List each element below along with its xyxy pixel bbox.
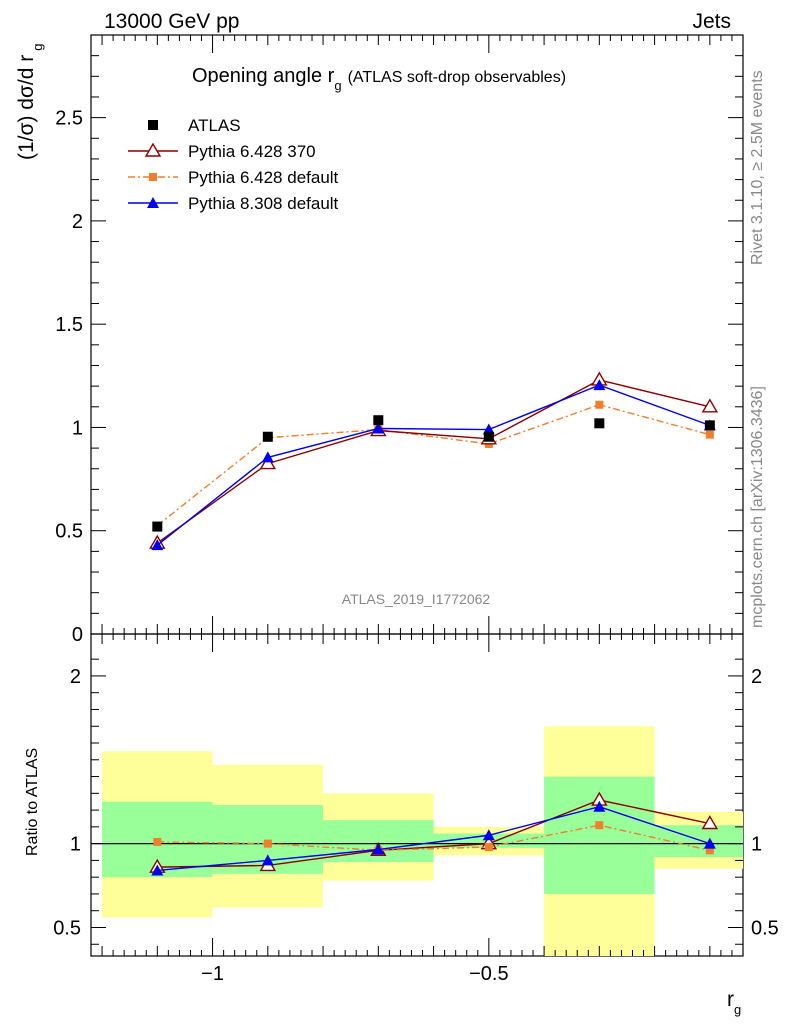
- ratio-series: [149, 791, 719, 876]
- data-point: [705, 430, 714, 439]
- legend-label: Pythia 6.428 default: [188, 168, 339, 187]
- data-point: [483, 431, 494, 442]
- data-point: [593, 379, 606, 391]
- ratio-line: [157, 824, 711, 852]
- chart-title-suffix: (ATLAS soft-drop observables): [348, 69, 566, 86]
- ratio-point: [263, 839, 272, 848]
- legend-marker: [144, 142, 162, 157]
- ratio-tick-label: 2: [70, 666, 81, 688]
- ratio-point: [595, 821, 604, 830]
- y-tick-label: 2: [72, 211, 83, 233]
- ratio-tick-label: 1: [70, 834, 81, 856]
- analysis-watermark: ATLAS_2019_I1772062: [342, 591, 491, 607]
- data-point: [594, 418, 605, 429]
- y-tick-label: 0.5: [55, 521, 83, 543]
- data-point: [704, 420, 715, 431]
- ratio-point: [593, 800, 606, 812]
- x-axis-label-main: r: [727, 988, 734, 1011]
- ratio-line: [157, 799, 710, 868]
- ratio-tick-label-right: 1: [751, 834, 762, 856]
- y-axis-label-main: (1/σ) dσ/d r: [15, 55, 38, 160]
- data-point: [701, 398, 719, 413]
- y-axis-label: (1/σ) dσ/d r g: [15, 43, 45, 160]
- y-tick-label: 1: [72, 417, 83, 439]
- y-axis-label-sub: g: [30, 43, 45, 50]
- ratio-tick-label-right: 0.5: [751, 917, 779, 939]
- data-point: [259, 455, 277, 470]
- ratio-point: [372, 843, 385, 855]
- data-point: [595, 400, 604, 409]
- y-tick-label: 0: [72, 624, 83, 646]
- ratio-tick-label: 0.5: [53, 917, 81, 939]
- y-tick-label: 2.5: [55, 108, 83, 130]
- x-tick-label: −0.5: [469, 963, 508, 985]
- chart-title: Opening angle rg (ATLAS soft-drop observa…: [192, 65, 566, 93]
- chart-title-main: Opening angle r: [192, 65, 335, 87]
- ratio-point: [705, 846, 714, 855]
- mcplots-label: mcplots.cern.ch [arXiv:1306.3436]: [749, 386, 766, 628]
- ratio-point: [484, 842, 493, 851]
- uncertainty-bands: [91, 726, 743, 956]
- data-point: [152, 521, 163, 532]
- data-point: [262, 431, 273, 442]
- legend-label: Pythia 8.308 default: [188, 194, 339, 213]
- x-tick-label: −1: [201, 963, 224, 985]
- legend-label: Pythia 6.428 370: [188, 142, 316, 161]
- data-point: [373, 415, 384, 426]
- chart-title-sub: g: [334, 78, 341, 93]
- rivet-version-label: Rivet 3.1.10, ≥ 2.5M events: [749, 70, 766, 265]
- main-series: [149, 371, 719, 551]
- ratio-point: [153, 837, 162, 846]
- header-energy-label: 13000 GeV pp: [104, 10, 239, 33]
- ratio-point: [703, 837, 716, 849]
- legend: ATLAS Pythia 6.428 370 Pythia 6.428 defaul…: [128, 116, 339, 213]
- series-line: [156, 384, 711, 546]
- ratio-point: [261, 854, 274, 866]
- data-point: [151, 539, 164, 551]
- series-line: [156, 379, 711, 544]
- series-line: [156, 403, 711, 527]
- ratio-plot-frame: [90, 633, 744, 957]
- ratio-point: [482, 829, 495, 841]
- data-point: [372, 422, 385, 434]
- legend-marker: [148, 120, 158, 130]
- ratio-point: [151, 864, 164, 876]
- x-axis-label-sub: g: [734, 1002, 741, 1017]
- header-process-label: Jets: [692, 10, 731, 33]
- axes-ticks: 0 0.5 1 1.5 2 2.5 0.5 0.5 1 1 2 2 −1 −0.5: [53, 35, 779, 985]
- x-axis-label: rg: [727, 988, 741, 1017]
- y-tick-label: 1.5: [55, 314, 83, 336]
- ratio-point: [701, 815, 719, 830]
- data-point: [261, 451, 274, 463]
- ratio-tick-label-right: 2: [751, 666, 762, 688]
- ratio-axis-label: Ratio to ATLAS: [24, 748, 41, 856]
- legend-marker: [149, 173, 157, 181]
- ratio-line: [157, 806, 711, 872]
- legend-marker: [147, 197, 159, 208]
- legend-label: ATLAS: [188, 116, 241, 135]
